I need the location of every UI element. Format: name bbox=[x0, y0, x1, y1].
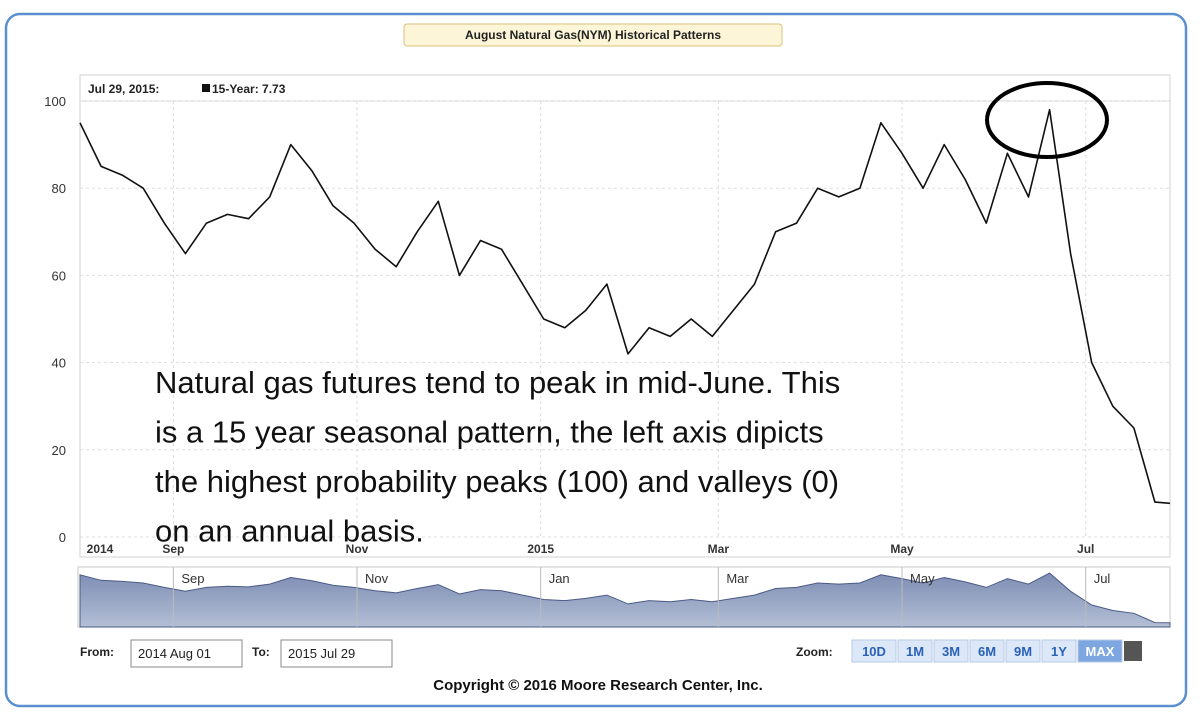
annotation-line: on an annual basis. bbox=[155, 514, 424, 549]
x-tick-label: 2015 bbox=[527, 542, 554, 556]
from-label: From: bbox=[80, 645, 114, 659]
zoom-button-label: MAX bbox=[1086, 644, 1115, 659]
navigator-tick-label: Nov bbox=[365, 571, 389, 586]
series-line bbox=[79, 108, 1171, 505]
zoom-button-label: 1Y bbox=[1051, 644, 1067, 659]
navigator-area bbox=[79, 572, 1171, 628]
zoom-button[interactable] bbox=[933, 639, 969, 663]
x-tick-label: Mar bbox=[708, 542, 730, 556]
y-tick-label: 60 bbox=[52, 268, 66, 283]
zoom-button-label: 9M bbox=[1014, 644, 1032, 659]
to-value: 2015 Jul 29 bbox=[288, 646, 355, 661]
zoom-label: Zoom: bbox=[796, 645, 833, 659]
copyright: Copyright © 2016 Moore Research Center, … bbox=[433, 677, 763, 694]
y-tick-label: 0 bbox=[59, 530, 66, 545]
x-tick-label: Nov bbox=[346, 542, 369, 556]
to-label: To: bbox=[252, 645, 270, 659]
from-input[interactable] bbox=[130, 639, 243, 668]
annotation: Natural gas futures tend to peak in mid-… bbox=[155, 365, 840, 549]
grid: 0 20 40 60 80 100 2014 Sep Nov 2015 Mar May Jul bbox=[44, 94, 1170, 556]
readout-date: Jul 29, 2015: bbox=[88, 82, 159, 96]
x-tick-label: May bbox=[890, 542, 914, 556]
zoom-button[interactable] bbox=[851, 639, 897, 663]
chart-title: August Natural Gas(NYM) Historical Patte… bbox=[465, 28, 721, 42]
y-tick-label: 80 bbox=[52, 181, 66, 196]
readout: 15-Year: 7.73 bbox=[212, 82, 286, 96]
x-tick-label: Jul bbox=[1077, 542, 1094, 556]
x-tick-label: 2014 bbox=[87, 542, 114, 556]
from-value: 2014 Aug 01 bbox=[138, 646, 211, 661]
zoom-button[interactable] bbox=[1005, 639, 1041, 663]
to-input[interactable] bbox=[280, 639, 393, 668]
zoom-button[interactable] bbox=[1077, 639, 1123, 663]
zoom-button-label: 1M bbox=[906, 644, 924, 659]
zoom-button-label: 3M bbox=[942, 644, 960, 659]
y-tick-label: 40 bbox=[52, 356, 66, 371]
navigator-tick-label: Jan bbox=[549, 571, 570, 586]
y-tick-label: 100 bbox=[44, 94, 66, 109]
legend-swatch bbox=[202, 84, 210, 92]
title-box bbox=[403, 23, 783, 47]
annotation-line: is a 15 year seasonal pattern, the left … bbox=[155, 415, 824, 450]
navigator-tick-label: Sep bbox=[181, 571, 204, 586]
highlight-circle bbox=[985, 81, 1109, 159]
x-tick-label: Sep bbox=[162, 542, 184, 556]
y-tick-label: 20 bbox=[52, 443, 66, 458]
navigator-tick-label: Jul bbox=[1094, 571, 1111, 586]
annotation-line: Natural gas futures tend to peak in mid-… bbox=[155, 365, 840, 400]
fullscreen-button[interactable] bbox=[1124, 641, 1142, 661]
navigator: Sep Nov Jan Mar May Jul bbox=[79, 567, 1171, 628]
zoom-button-label: 10D bbox=[862, 644, 886, 659]
navigator-tick-label: Mar bbox=[726, 571, 749, 586]
series bbox=[79, 108, 1171, 505]
zoom-button[interactable] bbox=[897, 639, 933, 663]
zoom-button[interactable] bbox=[969, 639, 1005, 663]
zoom-button-label: 6M bbox=[978, 644, 996, 659]
annotation-line: the highest probability peaks (100) and … bbox=[155, 464, 839, 499]
navigator-tick-label: May bbox=[910, 571, 935, 586]
zoom-button[interactable] bbox=[1041, 639, 1077, 663]
plot-frame bbox=[79, 74, 1171, 558]
zoom-buttons: 10D 1M 3M 6M 9M 1Y MAX bbox=[851, 639, 1142, 663]
